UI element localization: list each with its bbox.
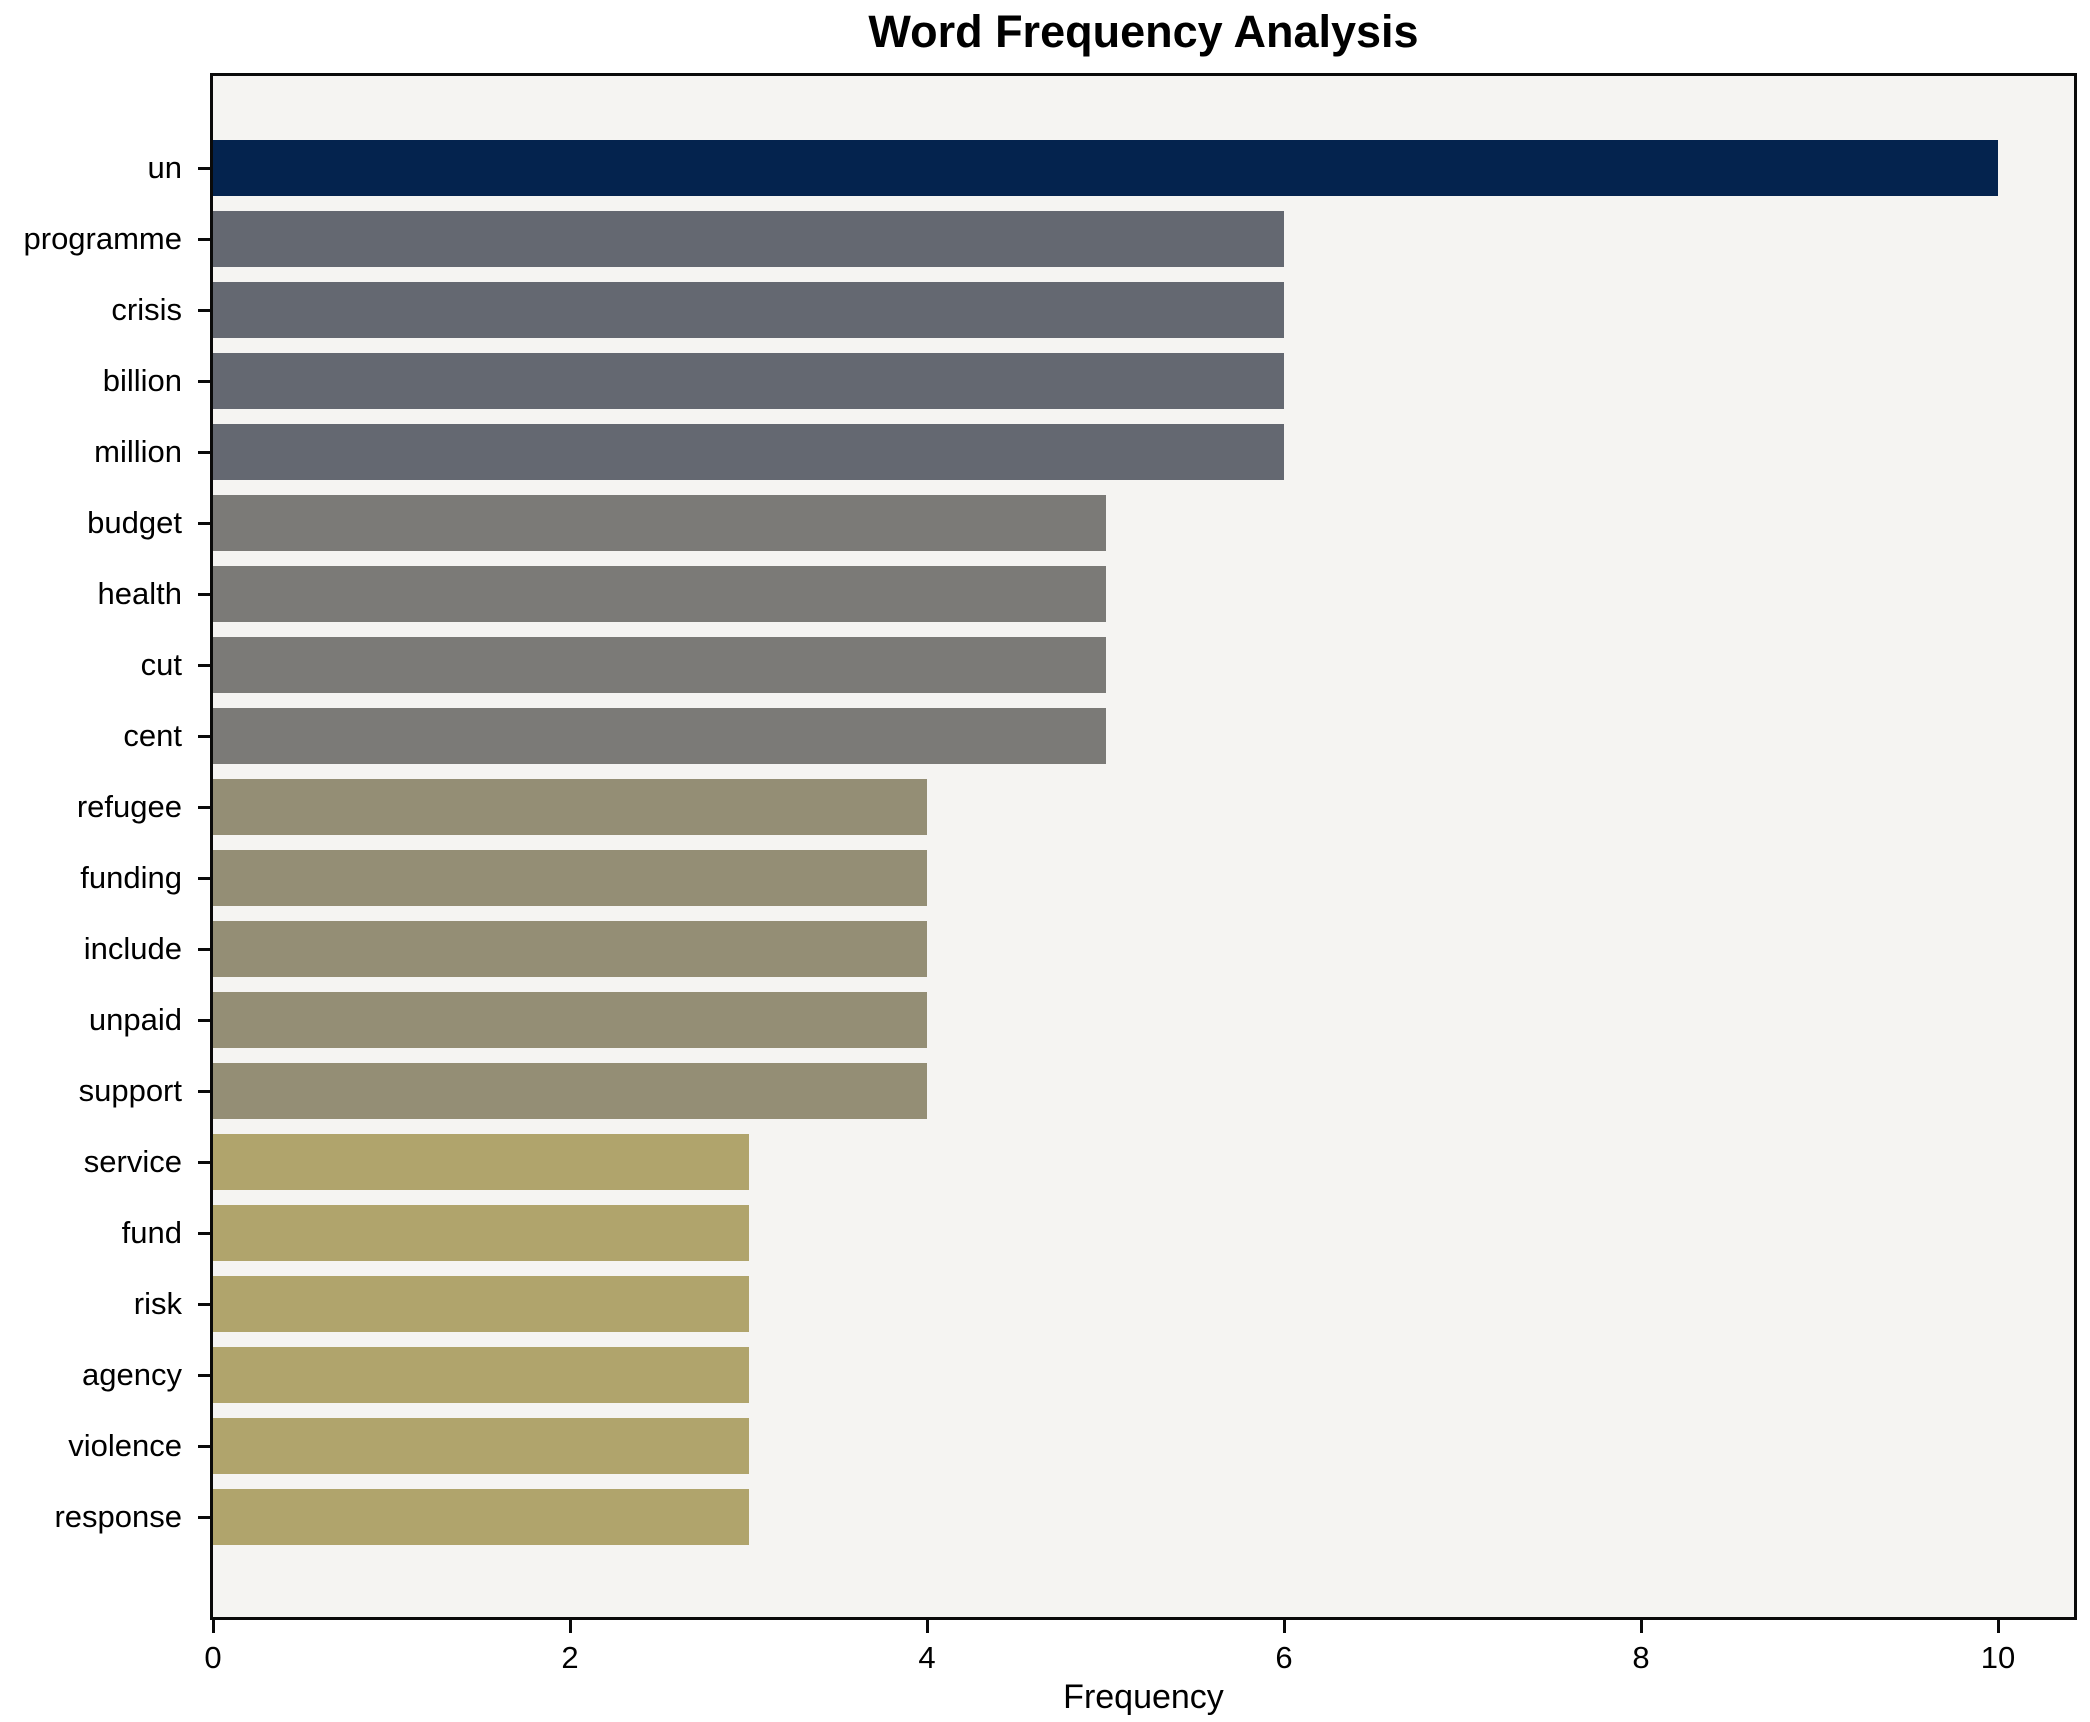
y-tick-label-support: support [78, 1073, 182, 1108]
bar-support [213, 1063, 927, 1119]
y-tick-mark [198, 1515, 210, 1519]
y-tick-label-violence: violence [68, 1428, 182, 1463]
plot-area [210, 73, 2077, 1620]
y-tick-label-cent: cent [123, 718, 182, 753]
y-tick-mark [198, 1018, 210, 1022]
y-tick-label-budget: budget [87, 505, 182, 540]
bar-funding [213, 850, 927, 906]
bar-service [213, 1134, 749, 1190]
y-tick-label-billion: billion [102, 363, 182, 398]
y-tick-mark [198, 1160, 210, 1164]
y-tick-mark [198, 166, 210, 170]
x-tick-mark [1996, 1620, 2000, 1633]
y-tick-label-unpaid: unpaid [88, 1002, 182, 1037]
x-tick-label-2: 2 [561, 1640, 579, 1675]
bar-million [213, 424, 1284, 480]
y-tick-mark [198, 308, 210, 312]
bar-cut [213, 637, 1106, 693]
y-tick-label-include: include [83, 931, 182, 966]
x-tick-mark [568, 1620, 572, 1633]
bar-unpaid [213, 992, 927, 1048]
x-tick-mark [1282, 1620, 1286, 1633]
y-tick-label-service: service [83, 1144, 182, 1179]
bar-risk [213, 1276, 749, 1332]
chart-title: Word Frequency Analysis [868, 6, 1419, 57]
bar-response [213, 1489, 749, 1545]
y-tick-mark [198, 1089, 210, 1093]
y-tick-mark [198, 663, 210, 667]
y-tick-mark [198, 450, 210, 454]
y-tick-label-fund: fund [121, 1215, 182, 1250]
y-tick-label-agency: agency [82, 1357, 182, 1392]
bar-budget [213, 495, 1106, 551]
y-tick-label-refugee: refugee [76, 789, 182, 824]
bar-billion [213, 353, 1284, 409]
x-axis-label: Frequency [1063, 1678, 1224, 1716]
y-tick-mark [198, 237, 210, 241]
y-tick-label-funding: funding [80, 860, 182, 895]
y-tick-mark [198, 1373, 210, 1377]
y-tick-mark [198, 1302, 210, 1306]
y-tick-mark [198, 1444, 210, 1448]
y-tick-label-risk: risk [133, 1286, 182, 1321]
y-tick-label-un: un [147, 150, 182, 185]
bar-un [213, 140, 1998, 196]
y-tick-label-response: response [54, 1499, 182, 1534]
bar-fund [213, 1205, 749, 1261]
x-tick-mark [1639, 1620, 1643, 1633]
bar-cent [213, 708, 1106, 764]
x-tick-label-10: 10 [1980, 1640, 2016, 1675]
y-tick-mark [198, 521, 210, 525]
y-tick-label-programme: programme [23, 221, 183, 256]
y-tick-mark [198, 734, 210, 738]
y-tick-mark [198, 592, 210, 596]
y-tick-mark [198, 947, 210, 951]
bar-include [213, 921, 927, 977]
bar-refugee [213, 779, 927, 835]
x-tick-mark [925, 1620, 929, 1633]
x-tick-label-4: 4 [918, 1640, 936, 1675]
bar-crisis [213, 282, 1284, 338]
y-tick-label-crisis: crisis [111, 292, 182, 327]
y-tick-label-health: health [97, 576, 182, 611]
x-tick-mark [211, 1620, 215, 1633]
y-tick-mark [198, 876, 210, 880]
y-tick-label-million: million [94, 434, 182, 469]
bar-agency [213, 1347, 749, 1403]
y-tick-mark [198, 805, 210, 809]
y-tick-label-cut: cut [140, 647, 182, 682]
x-tick-label-0: 0 [204, 1640, 222, 1675]
bar-programme [213, 211, 1284, 267]
bar-violence [213, 1418, 749, 1474]
y-tick-mark [198, 379, 210, 383]
y-tick-mark [198, 1231, 210, 1235]
bar-health [213, 566, 1106, 622]
x-tick-label-6: 6 [1275, 1640, 1293, 1675]
x-tick-label-8: 8 [1632, 1640, 1650, 1675]
